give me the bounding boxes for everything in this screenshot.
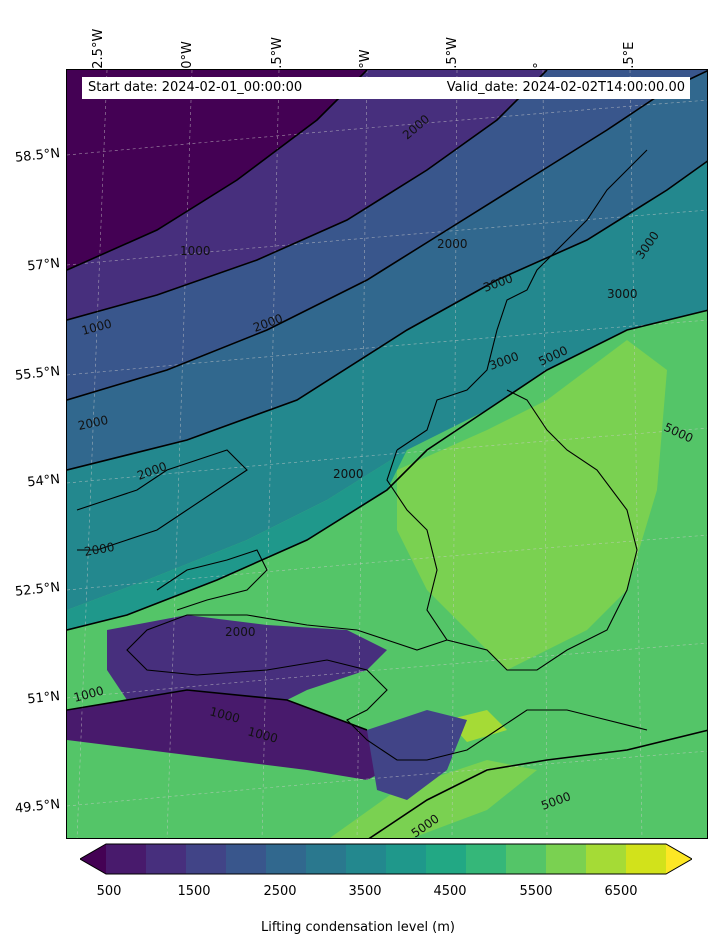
lcl-field-5500-6000 xyxy=(397,340,667,670)
colorbar-segment xyxy=(346,844,387,874)
lcl-field-south-coast-low xyxy=(367,710,467,800)
start-date-label: Start date: 2024-02-01_00:00:00 xyxy=(88,80,303,95)
colorbar-extend-max xyxy=(666,844,692,874)
colorbar-segment xyxy=(386,844,427,874)
lcl-field-500-1000 xyxy=(67,70,367,270)
lat-label-52.5n: 52.5°N xyxy=(14,580,61,600)
contour-label: 1000 xyxy=(180,244,211,258)
lcl-field-channel-low xyxy=(67,690,407,780)
date-info-box: Start date: 2024-02-01_00:00:00 Valid_da… xyxy=(82,77,690,99)
lat-label-58.5n: 58.5°N xyxy=(14,146,61,166)
lat-label-49.5n: 49.5°N xyxy=(14,797,61,817)
contour-label: 2000 xyxy=(83,540,116,559)
colorbar-segment xyxy=(546,844,587,874)
graticule xyxy=(67,70,707,838)
lcl-field-sw-low xyxy=(107,615,387,710)
coastlines xyxy=(76,149,648,761)
contour-label: 2000 xyxy=(437,237,468,251)
contour-label: 2000 xyxy=(77,413,110,433)
colorbar-tick-label: 1500 xyxy=(177,884,211,899)
lcl-contour-map: 1000 1000 1000 1000 1000 2000 2000 2000 … xyxy=(67,70,707,838)
colorbar-outline xyxy=(80,843,692,875)
colorbar-tick-label: 500 xyxy=(96,884,122,899)
colorbar-segment xyxy=(106,844,147,874)
colorbar-segment xyxy=(466,844,507,874)
colorbar xyxy=(80,843,692,875)
colorbar-tick-label: 3500 xyxy=(348,884,382,899)
valid-date-label: Valid_date: 2024-02-02T14:00:00.00 xyxy=(446,80,685,95)
colorbar-tick-label: 4500 xyxy=(433,884,467,899)
lat-label-51n: 51°N xyxy=(26,689,61,708)
colorbar-extend-min xyxy=(80,844,106,874)
colorbar-segment xyxy=(186,844,227,874)
lcl-field-2500-3500 xyxy=(67,70,707,470)
lcl-field-2000-2500 xyxy=(67,70,707,400)
colorbar-segment xyxy=(226,844,267,874)
lat-label-57n: 57°N xyxy=(26,256,61,275)
colorbar-label: Lifting condensation level (m) xyxy=(261,920,455,935)
colorbar-segment xyxy=(426,844,467,874)
colorbar-segment xyxy=(506,844,547,874)
colorbar-tick-label: 5500 xyxy=(519,884,553,899)
contour-label: 2000 xyxy=(225,625,256,639)
contour-label: 3000 xyxy=(607,287,638,301)
colorbar-tick-label: 2500 xyxy=(263,884,297,899)
lat-label-55.5n: 55.5°N xyxy=(14,364,61,384)
colorbar-segment xyxy=(146,844,187,874)
lcl-field-6000-6500 xyxy=(447,710,507,742)
lat-label-54n: 54°N xyxy=(26,472,61,491)
map-panel: 1000 1000 1000 1000 1000 2000 2000 2000 … xyxy=(66,69,708,839)
contour-label: 2000 xyxy=(333,467,364,481)
colorbar-tick-label: 6500 xyxy=(604,884,638,899)
colorbar-segment xyxy=(266,844,307,874)
lcl-field-4000-4500 xyxy=(67,161,707,610)
lcl-contour-lines xyxy=(67,70,707,838)
colorbar-segment xyxy=(626,844,667,874)
colorbar-segment xyxy=(306,844,347,874)
lcl-field-4500-5000 xyxy=(67,450,407,630)
colorbar-segment xyxy=(586,844,627,874)
lcl-field-5500-6000-south xyxy=(329,760,537,838)
